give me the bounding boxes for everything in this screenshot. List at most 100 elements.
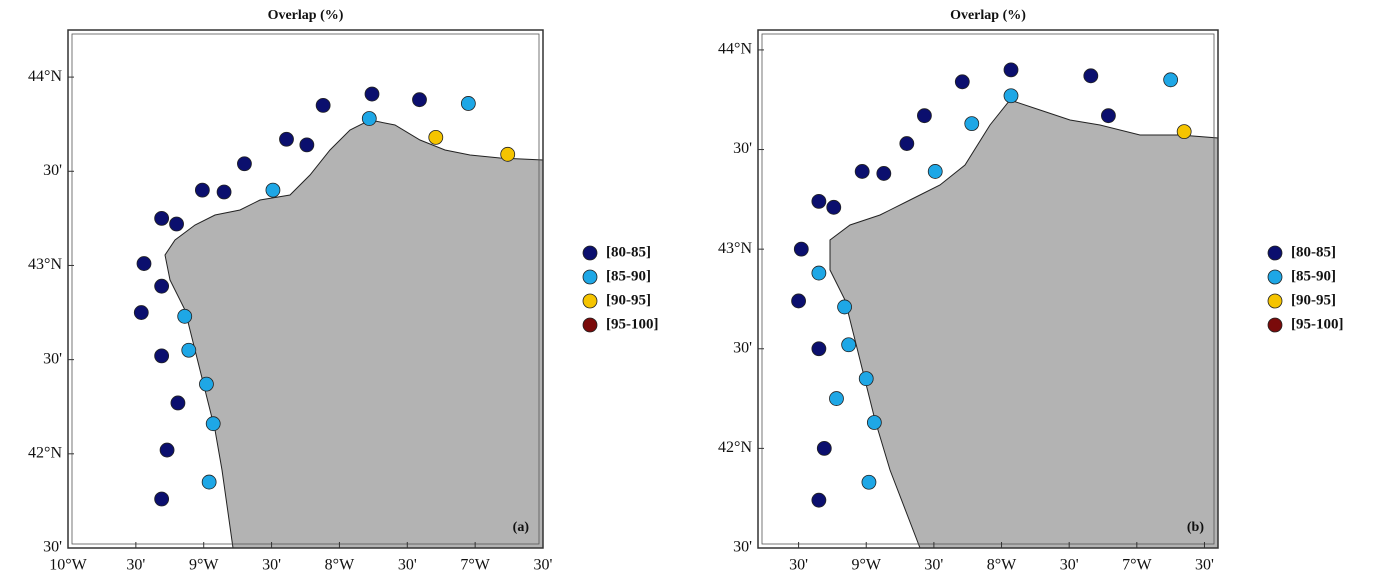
station-point (315, 97, 331, 113)
map-frame (757, 29, 1219, 549)
station-point (811, 492, 827, 508)
station-point (460, 96, 476, 111)
station-point (841, 337, 857, 353)
station-point (1083, 68, 1099, 84)
x-tick-label: 30' (398, 557, 417, 574)
station-point (793, 241, 809, 257)
legend-marker (1267, 317, 1283, 333)
chart-title: Overlap (%) (268, 8, 344, 23)
station-point (199, 376, 214, 392)
legend-label: [95-100] (606, 316, 659, 332)
y-tick-label: 43°N (28, 256, 62, 273)
station-point (205, 416, 221, 432)
station-point (154, 348, 170, 364)
station-point (136, 256, 152, 271)
x-tick-label: 8°W (325, 557, 355, 574)
station-point (428, 129, 444, 145)
station-point (237, 156, 252, 172)
station-point (1003, 62, 1019, 78)
station-point (899, 136, 915, 151)
station-point (177, 308, 193, 324)
x-tick-label: 7°W (1122, 557, 1152, 574)
chart-title: Overlap (%) (950, 8, 1026, 23)
station-point (811, 265, 827, 281)
station-point (791, 293, 806, 309)
y-tick-label: 43°N (718, 240, 752, 257)
land (829, 99, 1219, 549)
station-point (159, 442, 175, 458)
station-point (169, 216, 184, 232)
station-point (412, 92, 427, 108)
station-point (861, 474, 877, 490)
x-tick-label: 10°W (49, 557, 87, 574)
x-tick-label: 9°W (189, 557, 219, 574)
station-point (854, 164, 870, 179)
y-tick-label: 30' (43, 162, 62, 179)
legend-marker (1267, 293, 1283, 309)
station-point (500, 146, 516, 162)
x-tick-label: 30' (534, 557, 553, 574)
station-point (964, 116, 980, 132)
y-tick-label: 30' (43, 350, 62, 367)
x-tick-label: 30' (1195, 557, 1214, 574)
legend-label: [90-95] (1291, 292, 1336, 308)
station-point (954, 74, 970, 90)
legend-label: [85-90] (1291, 268, 1336, 284)
map-frame (67, 29, 544, 549)
land (164, 119, 544, 549)
legend-marker (582, 317, 598, 333)
station-point (194, 182, 210, 198)
x-tick-label: 30' (789, 557, 808, 574)
station-point (279, 131, 294, 147)
y-tick-label: 30' (43, 539, 62, 556)
legend-label: [90-95] (606, 292, 651, 308)
legend-marker (582, 245, 598, 261)
x-tick-label: 30' (262, 557, 281, 574)
station-point (181, 342, 197, 358)
station-point (876, 166, 892, 181)
x-tick-label: 30' (924, 557, 943, 574)
legend-label: [85-90] (606, 268, 651, 284)
station-point (837, 299, 852, 315)
x-tick-label: 9°W (851, 557, 881, 574)
station-point (816, 440, 832, 456)
station-point (364, 86, 380, 102)
y-tick-label: 42°N (28, 444, 62, 461)
station-point (154, 278, 170, 294)
x-tick-label: 30' (126, 557, 145, 574)
x-tick-label: 8°W (987, 557, 1017, 574)
station-point (811, 341, 827, 357)
station-point (811, 193, 827, 209)
panel-label: (a) (513, 520, 530, 535)
legend-marker (1267, 245, 1283, 261)
y-tick-label: 44°N (28, 68, 62, 85)
station-point (1176, 124, 1192, 140)
station-point (154, 210, 170, 226)
legend-label: [95-100] (1291, 316, 1344, 332)
y-tick-label: 30' (733, 339, 752, 356)
y-tick-label: 30' (733, 539, 752, 556)
station-point (1101, 108, 1116, 124)
station-point (866, 415, 882, 430)
y-tick-label: 30' (733, 140, 752, 157)
legend-label: [80-85] (1291, 244, 1336, 260)
station-point (154, 491, 170, 507)
map-frame-inner (71, 33, 540, 545)
station-point (858, 371, 874, 387)
station-point (826, 199, 842, 215)
station-point (1003, 88, 1019, 104)
station-point (917, 108, 932, 124)
y-tick-label: 42°N (718, 439, 752, 456)
y-tick-label: 44°N (718, 41, 752, 58)
station-point (170, 395, 186, 411)
station-point (133, 305, 149, 320)
station-point (361, 111, 377, 126)
legend-marker (582, 269, 598, 285)
x-tick-label: 30' (1060, 557, 1079, 574)
station-point (201, 474, 217, 490)
station-point (1163, 72, 1179, 88)
x-tick-label: 7°W (460, 557, 490, 574)
map-frame-inner (761, 33, 1215, 545)
panel-label: (b) (1187, 520, 1204, 535)
